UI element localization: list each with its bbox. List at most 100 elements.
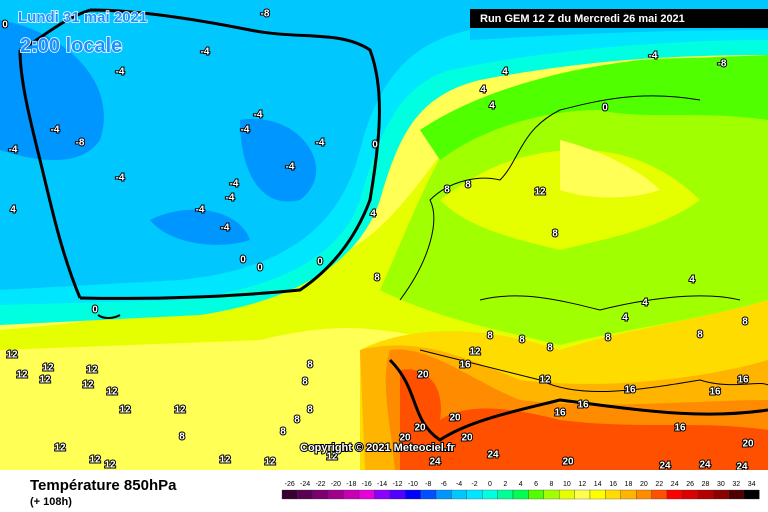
contour-label: 8 <box>302 377 308 388</box>
scale-swatch <box>482 489 498 500</box>
contour-label: 0 <box>2 20 8 31</box>
contour-label: 12 <box>326 452 338 463</box>
scale-swatch <box>713 489 729 500</box>
contour-label: 4 <box>10 205 16 216</box>
contour-label: 16 <box>709 387 721 398</box>
contour-label: -8 <box>718 59 727 70</box>
contour-label: 12 <box>469 347 481 358</box>
scale-swatch <box>405 489 421 500</box>
scale-swatch <box>343 489 360 500</box>
contour-label: 0 <box>92 305 98 316</box>
contour-label: -4 <box>241 125 250 136</box>
scale-label: 2 <box>503 481 507 488</box>
scale-swatch <box>374 489 390 500</box>
scale-swatch <box>389 489 406 500</box>
scale-swatch <box>497 489 514 500</box>
valid-date: Lundi 31 mai 2021 <box>18 9 147 26</box>
scale-swatch <box>281 489 298 500</box>
contour-label: 8 <box>307 405 313 416</box>
scale-label: -2 <box>471 481 477 488</box>
contour-label: -4 <box>226 193 235 204</box>
contour-label: 12 <box>82 380 94 391</box>
scale-label: 30 <box>717 481 725 488</box>
scale-label: 28 <box>702 481 710 488</box>
scale-label: 18 <box>625 481 633 488</box>
contour-label: 24 <box>487 450 499 461</box>
scale-swatch <box>605 489 621 500</box>
contour-label: 16 <box>554 408 566 419</box>
contour-label: 12 <box>104 460 116 471</box>
contour-label: -4 <box>51 125 60 136</box>
scale-swatch <box>435 489 452 500</box>
scale-label: 0 <box>488 481 492 488</box>
scale-label: 26 <box>686 481 694 488</box>
scale-swatch <box>528 489 544 500</box>
contour-label: 24 <box>699 460 711 471</box>
contour-label: 8 <box>307 360 313 371</box>
contour-label: 20 <box>414 423 426 434</box>
contour-label: 12 <box>106 387 118 398</box>
contour-label: -4 <box>116 67 125 78</box>
scale-swatch <box>358 489 375 500</box>
contour-label: 12 <box>174 405 186 416</box>
scale-label: -4 <box>456 481 462 488</box>
contour-label: -4 <box>649 51 658 62</box>
scale-label: 20 <box>640 481 648 488</box>
contour-label: 8 <box>519 335 525 346</box>
scale-label: 6 <box>534 481 538 488</box>
contour-label: -4 <box>254 110 263 121</box>
scale-swatch <box>543 489 560 500</box>
scale-swatch <box>666 489 683 500</box>
contour-label: -8 <box>261 9 270 20</box>
copyright: Copyright © 2021 Meteociel.fr <box>300 442 456 454</box>
scale-label: 4 <box>519 481 523 488</box>
scale-label: -26 <box>285 481 295 488</box>
contour-label: 20 <box>449 413 461 424</box>
contour-label: 8 <box>487 331 493 342</box>
scale-label: 14 <box>594 481 602 488</box>
contour-label: 20 <box>417 370 429 381</box>
contour-label: -4 <box>196 205 205 216</box>
scale-swatch <box>682 489 698 500</box>
scale-swatch <box>420 489 437 500</box>
contour-label: 8 <box>742 317 748 328</box>
scale-label: -18 <box>346 481 356 488</box>
contour-label: 12 <box>89 455 101 466</box>
contour-label: -4 <box>316 138 325 149</box>
contour-label: 12 <box>264 457 276 468</box>
contour-label: 12 <box>219 455 231 466</box>
scale-swatch <box>512 489 529 500</box>
scale-label: 12 <box>578 481 586 488</box>
contour-label: 8 <box>280 427 286 438</box>
scale-label: -10 <box>408 481 418 488</box>
scale-swatch <box>743 489 760 500</box>
scale-label: -16 <box>362 481 372 488</box>
scale-label: -24 <box>300 481 310 488</box>
contour-label: -4 <box>116 173 125 184</box>
local-time: 2:00 locale <box>20 35 122 57</box>
contour-label: 12 <box>6 350 18 361</box>
contour-label: 8 <box>465 180 471 191</box>
contour-label: 0 <box>240 255 246 266</box>
scale-label: -8 <box>425 481 431 488</box>
contour-label: 16 <box>459 360 471 371</box>
scale-label: -6 <box>441 481 447 488</box>
scale-label: 16 <box>609 481 617 488</box>
contour-label: 20 <box>399 433 411 444</box>
contour-label: -4 <box>201 47 210 58</box>
contour-label: 24 <box>429 457 441 468</box>
scale-swatch <box>728 489 745 500</box>
contour-label: 12 <box>54 443 66 454</box>
contour-label: 12 <box>86 365 98 376</box>
contour-label: 4 <box>489 101 495 112</box>
run-box <box>470 9 768 28</box>
contour-label: -4 <box>230 179 239 190</box>
scale-label: 34 <box>748 481 756 488</box>
run-info: Run GEM 12 Z du Mercredi 26 mai 2021 <box>480 13 685 25</box>
scale-label: 10 <box>563 481 571 488</box>
scale-swatch <box>636 489 652 500</box>
contour-label: 0 <box>317 257 323 268</box>
contour-label: 20 <box>742 439 754 450</box>
contour-label: 4 <box>502 67 508 78</box>
